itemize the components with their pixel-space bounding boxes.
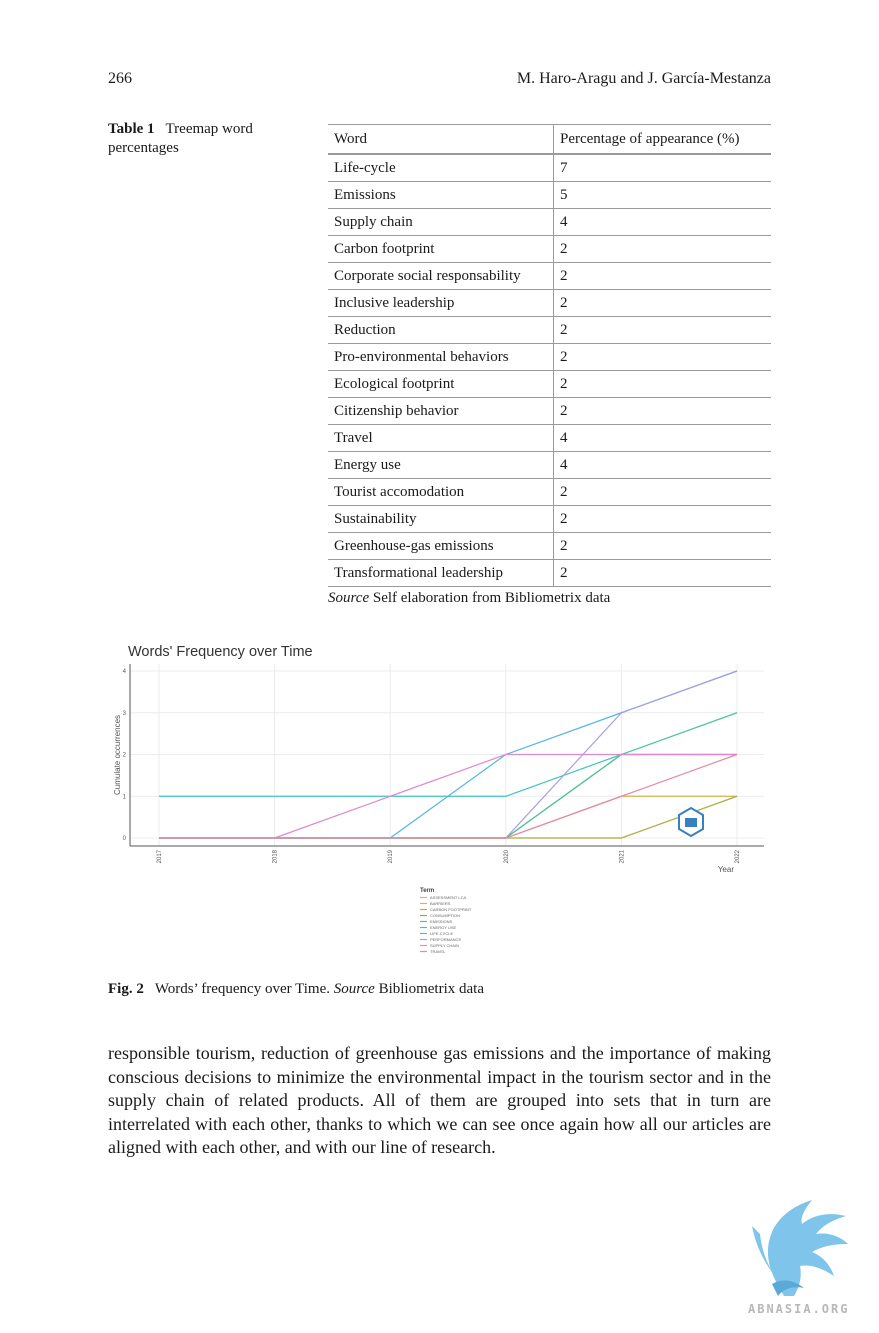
- x-tick-label: 2020: [504, 849, 510, 863]
- table-row: Sustainability 2: [328, 505, 771, 533]
- table-cell-percentage: 5: [553, 181, 771, 209]
- table-cell-percentage: 2: [553, 505, 771, 533]
- figure-source-text: Bibliometrix data: [378, 981, 484, 997]
- table-source-label: Source: [328, 590, 370, 606]
- table-cell-percentage: 4: [553, 208, 771, 236]
- words-table: Word Percentage of appearance (%) Life-c…: [328, 124, 771, 587]
- table-source-note: Source Self elaboration from Bibliometri…: [328, 590, 610, 607]
- column-header-word: Word: [328, 124, 554, 155]
- table-cell-percentage: 4: [553, 451, 771, 479]
- table-cell-word: Life-cycle: [328, 154, 554, 182]
- table-cell-word: Sustainability: [328, 505, 554, 533]
- table-cell-percentage: 2: [553, 532, 771, 560]
- table-row: Citizenship behavior 2: [328, 397, 771, 425]
- table-caption: Table 1 Treemap word percentages: [108, 120, 298, 158]
- legend-entry: PERFORMANCE: [430, 937, 461, 942]
- table-row: Reduction 2: [328, 316, 771, 344]
- table-cell-word: Emissions: [328, 181, 554, 209]
- table-row: Pro-environmental behaviors 2: [328, 343, 771, 371]
- legend-entry: LIFE-CYCLE: [430, 931, 453, 936]
- y-axis-label: Cumulate occurrences: [113, 715, 122, 795]
- y-tick-label: 4: [123, 669, 127, 675]
- x-tick-label: 2022: [735, 849, 741, 863]
- legend-title: Term: [420, 888, 434, 894]
- table-cell-word: Carbon footprint: [328, 235, 554, 263]
- table-cell-percentage: 2: [553, 397, 771, 425]
- table-header-row: Word Percentage of appearance (%): [328, 124, 771, 155]
- table-cell-word: Transformational leadership: [328, 559, 554, 587]
- table-cell-percentage: 2: [553, 559, 771, 587]
- table-cell-percentage: 2: [553, 316, 771, 344]
- table-cell-word: Corporate social responsability: [328, 262, 554, 290]
- table-cell-word: Pro-environmental behaviors: [328, 343, 554, 371]
- legend-entry: TRAVEL: [430, 949, 446, 954]
- figure-source-label: Source: [333, 981, 375, 997]
- watermark-text: ABNASIA.ORG: [748, 1302, 850, 1316]
- table-cell-percentage: 2: [553, 343, 771, 371]
- chart-title: Words' Frequency over Time: [128, 644, 313, 660]
- legend-entry: ENERGY USE: [430, 925, 456, 930]
- legend-entry: ASSESSMENT LCA: [430, 895, 466, 900]
- table-row: Transformational leadership 2: [328, 559, 771, 587]
- column-header-percentage: Percentage of appearance (%): [553, 124, 771, 155]
- table-row: Ecological footprint 2: [328, 370, 771, 398]
- table-cell-word: Citizenship behavior: [328, 397, 554, 425]
- table-cell-word: Energy use: [328, 451, 554, 479]
- figure-label: Fig. 2: [108, 981, 144, 997]
- table-cell-word: Tourist accomodation: [328, 478, 554, 506]
- table-cell-word: Ecological footprint: [328, 370, 554, 398]
- x-tick-label: 2019: [388, 849, 394, 863]
- table-row: Life-cycle 7: [328, 154, 771, 182]
- badge-inner-icon: [685, 818, 697, 827]
- legend-entry: CONSUMPTION: [430, 913, 460, 918]
- table-row: Emissions 5: [328, 181, 771, 209]
- legend-entry: EMISSIONS: [430, 919, 453, 924]
- table-cell-percentage: 4: [553, 424, 771, 452]
- legend-entry: SUPPLY CHAIN: [430, 943, 459, 948]
- figure-caption: Fig. 2 Words’ frequency over Time. Sourc…: [108, 981, 484, 998]
- y-tick-label: 0: [123, 836, 127, 842]
- table-label: Table 1: [108, 121, 155, 137]
- table-cell-percentage: 2: [553, 370, 771, 398]
- body-paragraph: responsible tourism, reduction of greenh…: [108, 1043, 771, 1157]
- words-frequency-chart: Words' Frequency over Time 0 1 2 3 4 2017 2018 2…: [113, 644, 764, 954]
- table-source-text: Self elaboration from Bibliometrix data: [372, 590, 611, 606]
- table-row: Inclusive leadership 2: [328, 289, 771, 317]
- table-row: Energy use 4: [328, 451, 771, 479]
- series-line: [159, 753, 738, 839]
- figure-caption-text: Words’ frequency over Time.: [154, 981, 330, 997]
- table-cell-word: Greenhouse-gas emissions: [328, 532, 554, 560]
- legend-entry: CARBON FOOTPRINT: [430, 907, 472, 912]
- table-cell-word: Travel: [328, 424, 554, 452]
- table-cell-percentage: 2: [553, 478, 771, 506]
- table-row: Supply chain 4: [328, 208, 771, 236]
- table-row: Greenhouse-gas emissions 2: [328, 532, 771, 560]
- y-tick-label: 3: [123, 711, 127, 717]
- table-title: Treemap word percentages: [108, 121, 253, 156]
- x-axis-label: Year: [718, 865, 735, 874]
- x-tick-label: 2021: [619, 849, 625, 863]
- table-cell-percentage: 2: [553, 289, 771, 317]
- watermark-logo-icon: [752, 1200, 848, 1296]
- table-cell-word: Inclusive leadership: [328, 289, 554, 317]
- y-tick-label: 2: [123, 753, 127, 759]
- table-row: Tourist accomodation 2: [328, 478, 771, 506]
- table-cell-percentage: 7: [553, 154, 771, 182]
- table-row: Travel 4: [328, 424, 771, 452]
- running-head-authors: M. Haro-Aragu and J. García-Mestanza: [516, 70, 771, 87]
- table-row: Carbon footprint 2: [328, 235, 771, 263]
- x-tick-label: 2018: [273, 849, 279, 863]
- page-number: 266: [108, 70, 132, 87]
- table-cell-word: Supply chain: [328, 208, 554, 236]
- table-row: Corporate social responsability 2: [328, 262, 771, 290]
- y-tick-label: 1: [123, 794, 127, 800]
- table-cell-percentage: 2: [553, 262, 771, 290]
- table-cell-word: Reduction: [328, 316, 554, 344]
- x-tick-label: 2017: [157, 849, 163, 863]
- legend-entry: BARRIERS: [430, 901, 451, 906]
- table-cell-percentage: 2: [553, 235, 771, 263]
